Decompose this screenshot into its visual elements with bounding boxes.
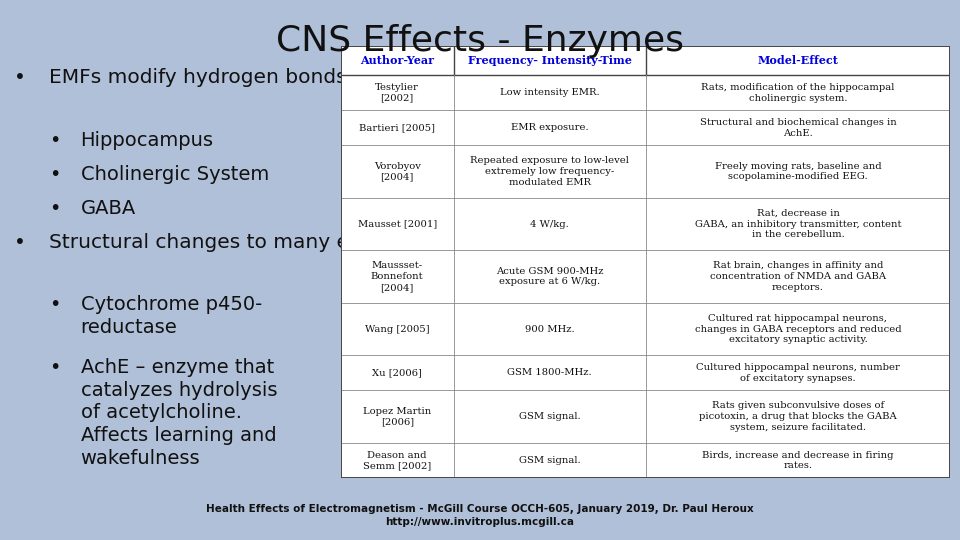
- Text: Cytochrome p450-
reductase: Cytochrome p450- reductase: [81, 295, 262, 337]
- Text: http://www.invitroplus.mcgill.ca: http://www.invitroplus.mcgill.ca: [386, 517, 574, 527]
- Text: AchE – enzyme that
catalyzes hydrolysis
of acetylcholine.
Affects learning and
w: AchE – enzyme that catalyzes hydrolysis …: [81, 358, 277, 468]
- Text: Rat, decrease in
GABA, an inhibitory transmitter, content
in the cerebellum.: Rat, decrease in GABA, an inhibitory tra…: [695, 209, 901, 239]
- Text: Author-Year: Author-Year: [360, 55, 434, 66]
- Text: Rats given subconvulsive doses of
picotoxin, a drug that blocks the GABA
system,: Rats given subconvulsive doses of picoto…: [699, 401, 897, 432]
- Text: Structural and biochemical changes in
AchE.: Structural and biochemical changes in Ac…: [700, 118, 897, 138]
- Text: Freely moving rats, baseline and
scopolamine-modified EEG.: Freely moving rats, baseline and scopola…: [714, 161, 881, 181]
- Text: Cultured hippocampal neurons, number
of excitatory synapses.: Cultured hippocampal neurons, number of …: [696, 363, 900, 383]
- Text: Acute GSM 900-MHz
exposure at 6 W/kg.: Acute GSM 900-MHz exposure at 6 W/kg.: [495, 267, 603, 286]
- Text: •: •: [49, 199, 60, 218]
- Text: EMFs modify hydrogen bonds → Effecting: EMFs modify hydrogen bonds → Effecting: [49, 68, 466, 87]
- Text: Repeated exposure to low-level
extremely low frequency-
modulated EMR: Repeated exposure to low-level extremely…: [470, 156, 629, 187]
- Text: Health Effects of Electromagnetism - McGill Course OCCH-605, January 2019, Dr. P: Health Effects of Electromagnetism - McG…: [206, 504, 754, 514]
- Text: •: •: [14, 68, 26, 87]
- Text: GSM 1800-MHz.: GSM 1800-MHz.: [507, 368, 592, 377]
- Text: 4 W/kg.: 4 W/kg.: [530, 220, 569, 228]
- Text: EMR exposure.: EMR exposure.: [511, 123, 588, 132]
- Text: Deason and
Semm [2002]: Deason and Semm [2002]: [363, 450, 431, 470]
- Text: Xu [2006]: Xu [2006]: [372, 368, 422, 377]
- Text: Mausset [2001]: Mausset [2001]: [357, 220, 437, 228]
- Text: Cholinergic System: Cholinergic System: [81, 165, 269, 184]
- Text: Structural changes to many enzymes: Structural changes to many enzymes: [49, 233, 427, 252]
- Text: •: •: [49, 358, 60, 377]
- Text: GSM signal.: GSM signal.: [518, 412, 581, 421]
- Text: Maussset-
Bonnefont
[2004]: Maussset- Bonnefont [2004]: [371, 261, 423, 292]
- Text: Wang [2005]: Wang [2005]: [365, 325, 429, 334]
- Text: Cultured rat hippocampal neurons,
changes in GABA receptors and reduced
excitato: Cultured rat hippocampal neurons, change…: [695, 314, 901, 345]
- Text: GSM signal.: GSM signal.: [518, 456, 581, 465]
- Text: Rats, modification of the hippocampal
cholinergic system.: Rats, modification of the hippocampal ch…: [702, 83, 895, 103]
- Text: •: •: [49, 165, 60, 184]
- Text: •: •: [14, 233, 26, 252]
- Text: 900 MHz.: 900 MHz.: [525, 325, 574, 334]
- Text: Birds, increase and decrease in firing
rates.: Birds, increase and decrease in firing r…: [703, 450, 894, 470]
- Text: Bartieri [2005]: Bartieri [2005]: [359, 123, 435, 132]
- Text: Model-Effect: Model-Effect: [757, 55, 838, 66]
- Text: Frequency- Intensity-Time: Frequency- Intensity-Time: [468, 55, 632, 66]
- Text: CNS Effects - Enzymes: CNS Effects - Enzymes: [276, 24, 684, 58]
- Text: Low intensity EMR.: Low intensity EMR.: [500, 88, 599, 97]
- Text: Lopez Martin
[2006]: Lopez Martin [2006]: [363, 407, 431, 427]
- Text: •: •: [49, 131, 60, 150]
- Text: GABA: GABA: [81, 199, 136, 218]
- Text: Testylier
[2002]: Testylier [2002]: [375, 83, 420, 103]
- Text: Vorobyov
[2004]: Vorobyov [2004]: [373, 161, 420, 181]
- Text: •: •: [49, 295, 60, 314]
- Text: Rat brain, changes in affinity and
concentration of NMDA and GABA
receptors.: Rat brain, changes in affinity and conce…: [710, 261, 886, 292]
- Text: Hippocampus: Hippocampus: [81, 131, 213, 150]
